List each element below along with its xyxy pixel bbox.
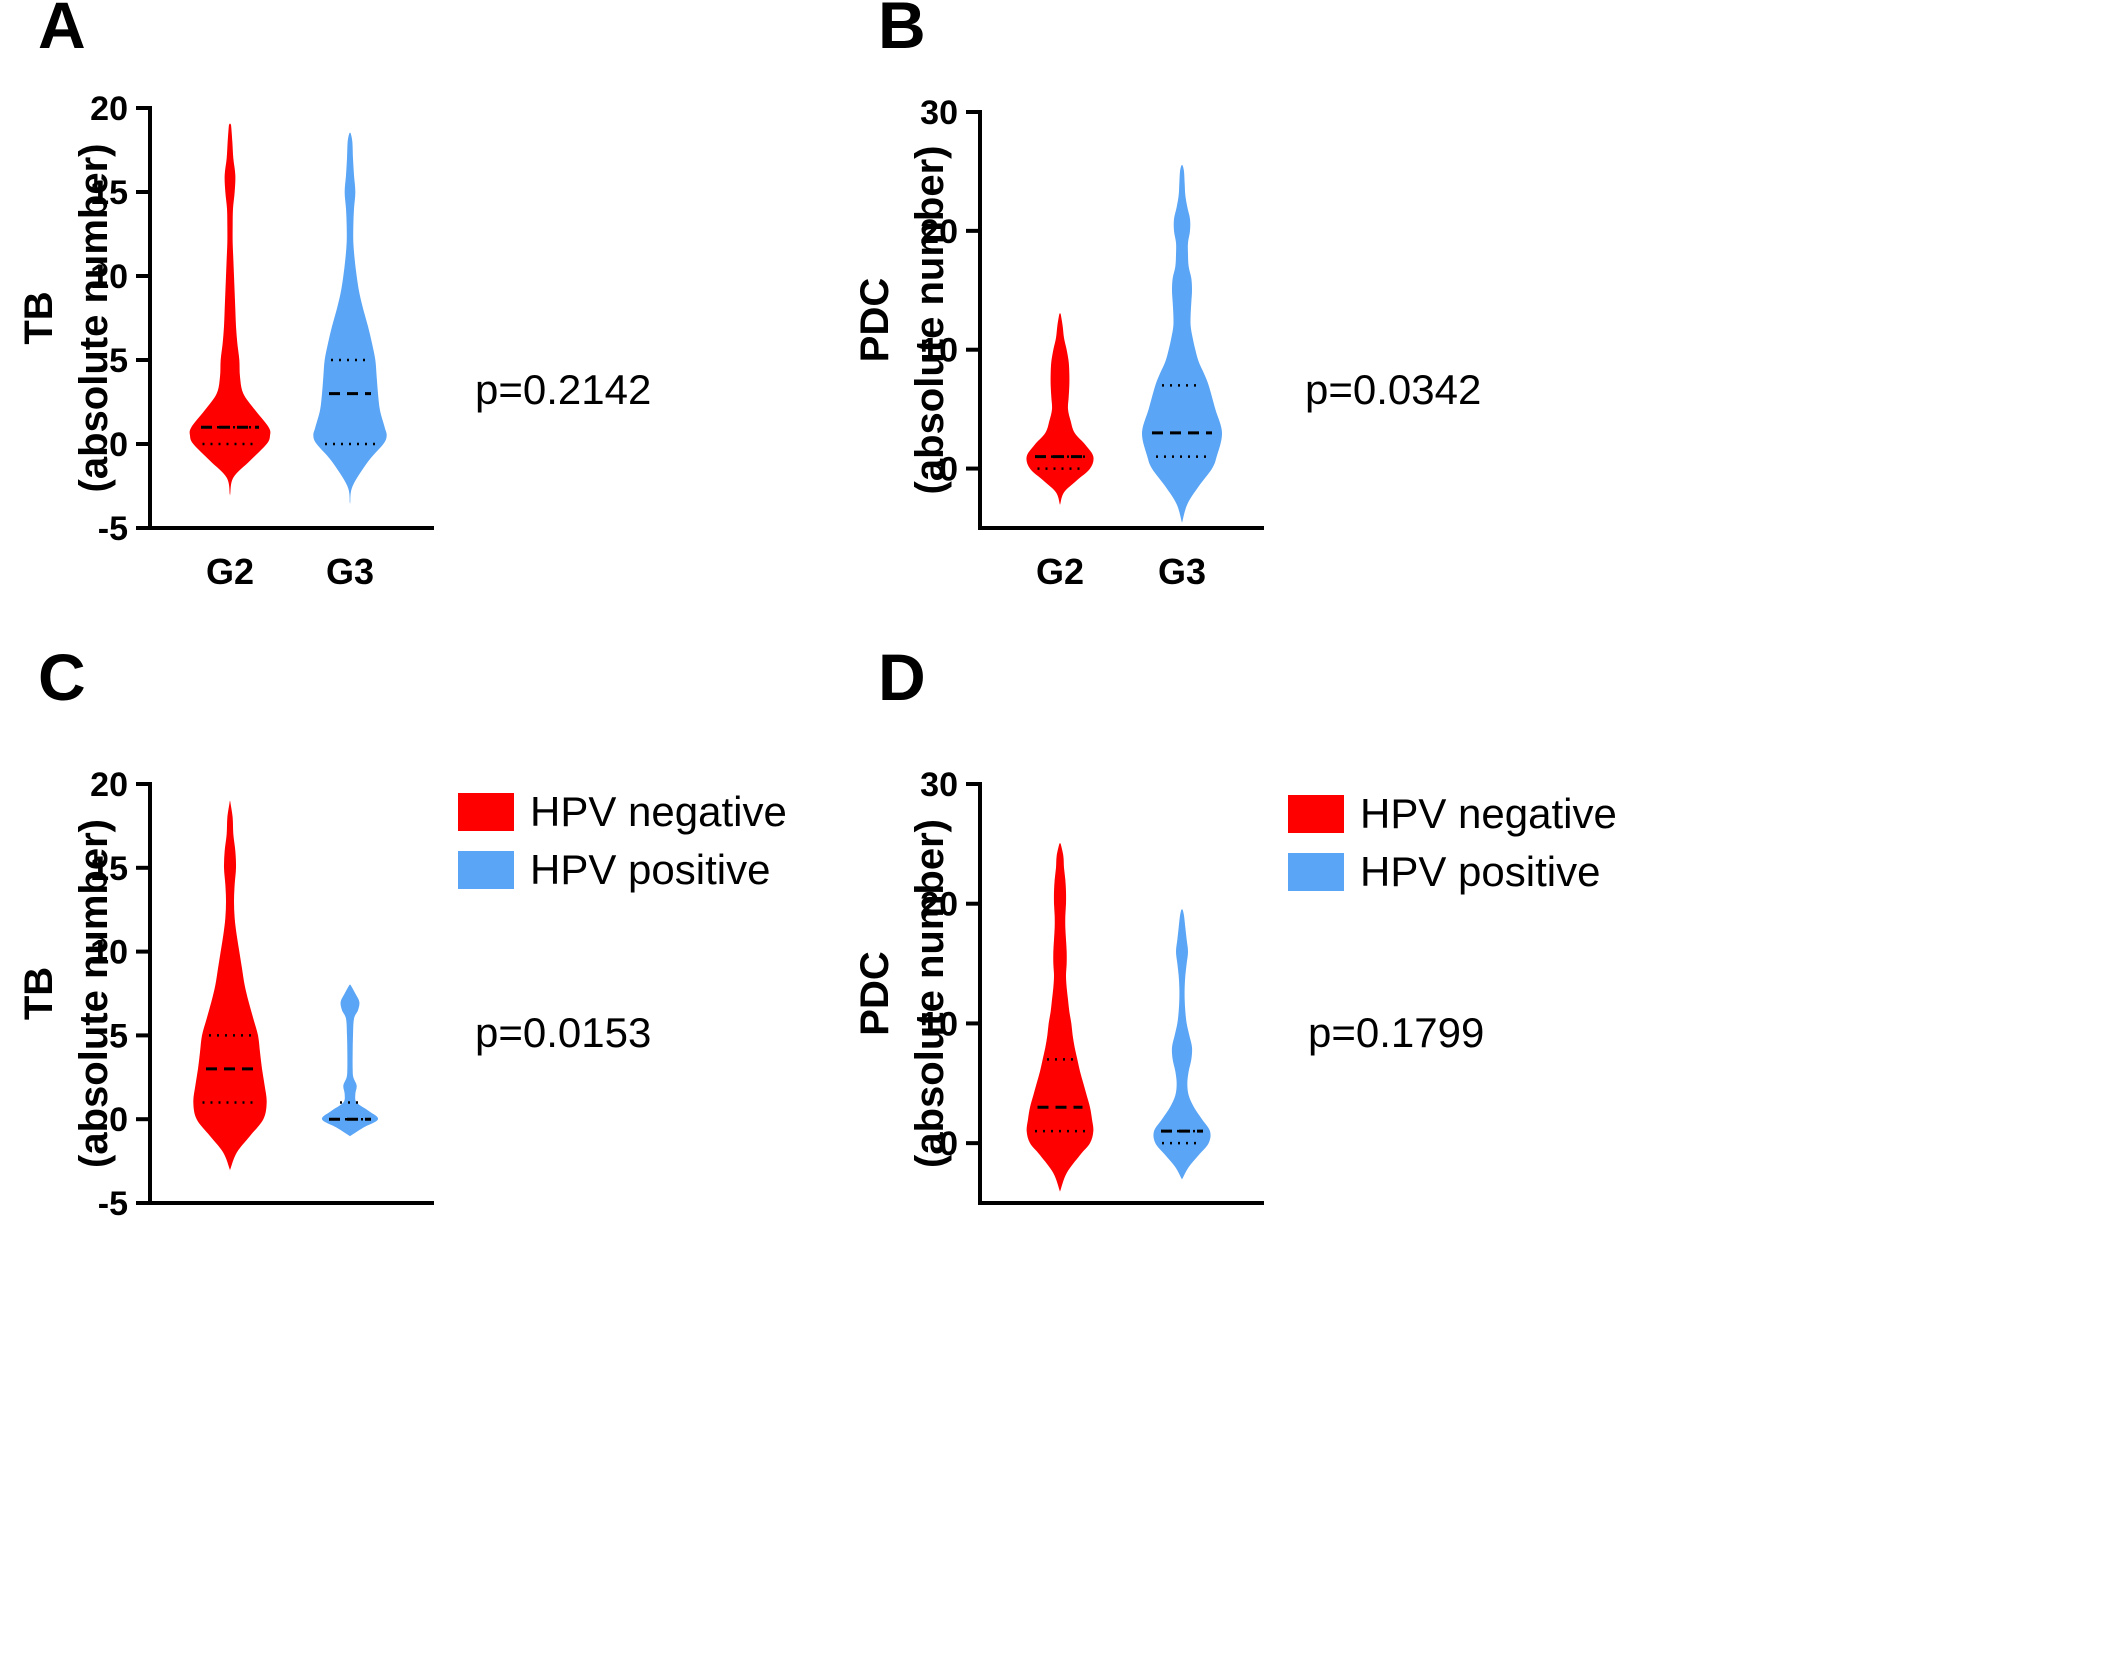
- panel-letter: D: [878, 640, 926, 714]
- y-tick-label: 5: [109, 1017, 128, 1055]
- p-value: p=0.0342: [1305, 366, 1481, 413]
- x-category-label: G3: [1158, 551, 1206, 592]
- y-tick-label: 30: [920, 94, 958, 132]
- y-tick-label: 20: [920, 213, 958, 251]
- panel-letter: B: [878, 0, 926, 62]
- violin-hpv-positive: [1153, 909, 1211, 1180]
- panel-a: A20 15 10 5 0 -5 TB (absolute number) G2 G3 p=0.21…: [17, 0, 651, 592]
- y-tick-label: 0: [939, 451, 958, 489]
- y-axis-label-units: (absolute number): [908, 146, 952, 495]
- y-tick-label: 0: [109, 426, 128, 464]
- violin-g3: [313, 132, 387, 505]
- y-tick-label: 0: [109, 1101, 128, 1139]
- y-tick-label: 20: [90, 766, 128, 804]
- y-tick-label: 0: [939, 1125, 958, 1163]
- y-axis-label: PDC: [853, 278, 897, 362]
- legend-swatch: [458, 793, 514, 831]
- y-tick-label: -5: [98, 510, 128, 548]
- violin-hpv-positive: [321, 984, 379, 1137]
- y-tick-label: -5: [98, 1185, 128, 1223]
- y-axis-label-units: (absolute number): [72, 819, 116, 1168]
- violin-hpv-negative: [1026, 842, 1094, 1193]
- y-tick-label: 10: [90, 258, 128, 296]
- violin-g2: [189, 123, 271, 496]
- legend-swatch: [458, 851, 514, 889]
- legend-swatch: [1288, 795, 1344, 833]
- panel-letter: A: [38, 0, 86, 62]
- violin-hpv-negative: [193, 800, 267, 1171]
- legend-label: HPV negative: [1360, 790, 1617, 837]
- y-tick-label: 15: [90, 174, 128, 212]
- y-tick-label: 30: [920, 766, 958, 804]
- y-tick-label: 10: [920, 1005, 958, 1043]
- y-tick-label: 20: [920, 886, 958, 924]
- legend-swatch: [1288, 853, 1344, 891]
- x-category-label: G2: [206, 551, 254, 592]
- x-category-label: G2: [1036, 551, 1084, 592]
- p-value: p=0.1799: [1308, 1009, 1484, 1056]
- x-category-label: G3: [326, 551, 374, 592]
- y-tick-label: 15: [90, 850, 128, 888]
- violin-g2: [1026, 313, 1094, 506]
- legend-label: HPV positive: [1360, 848, 1600, 895]
- panel-c: C 20 15 10 5 0 -5 TB (absolute number) p=0.0153 HP…: [17, 640, 787, 1223]
- y-tick-label: 10: [920, 332, 958, 370]
- legend-label: HPV negative: [530, 788, 787, 835]
- y-tick-label: 20: [90, 90, 128, 128]
- y-axis-label: PDC: [853, 951, 897, 1035]
- p-value: p=0.2142: [475, 366, 651, 413]
- y-axis-label-units: (absolute number): [72, 144, 116, 493]
- y-tick-label: 5: [109, 342, 128, 380]
- legend-label: HPV positive: [530, 846, 770, 893]
- panel-b: B 30 20 10 0 PDC (absolute number) G2 G3 p=0.0342: [853, 0, 1481, 592]
- y-axis-label: TB: [17, 967, 61, 1020]
- y-tick-label: 10: [90, 934, 128, 972]
- panel-d: D 30 20 10 0 PDC (absolute number) p=0.1799 HPV …: [853, 640, 1617, 1205]
- panel-letter: C: [38, 640, 86, 714]
- y-axis-label-units: (absolute number): [908, 819, 952, 1168]
- y-axis-label: TB: [17, 291, 61, 344]
- p-value: p=0.0153: [475, 1009, 651, 1056]
- violin-g3: [1141, 165, 1223, 524]
